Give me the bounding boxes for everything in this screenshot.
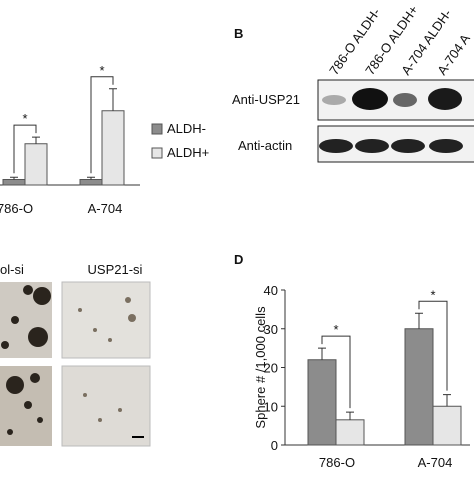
bar [307, 359, 337, 446]
band [319, 139, 353, 153]
bar [79, 179, 103, 186]
bar [2, 179, 26, 186]
error-bar [346, 411, 354, 420]
micrograph [61, 365, 151, 447]
x-tick-label: 786-O [319, 455, 355, 470]
column-label: ol-si [0, 262, 24, 277]
y-tick-label: 20 [264, 361, 278, 376]
legend-swatch [151, 147, 163, 159]
y-tick-label: 40 [264, 283, 278, 298]
spheres [1, 285, 51, 435]
row-label: Anti-actin [238, 138, 292, 153]
annotation: * [430, 287, 435, 302]
annotation: * [333, 322, 338, 337]
column-label: A-704 A [434, 31, 473, 78]
error-bar [10, 176, 18, 180]
bracket [13, 124, 37, 174]
legend-label: ALDH- [167, 121, 206, 136]
x-tick-label: A-704 [418, 455, 453, 470]
micrograph [61, 281, 151, 359]
annotation: * [22, 111, 27, 126]
bracket [418, 300, 448, 391]
x-tick-label: 786-O [0, 201, 33, 216]
bracket [321, 335, 351, 409]
panel-label: D [234, 252, 243, 267]
band [391, 139, 425, 153]
bar [101, 110, 125, 186]
band [429, 139, 463, 153]
legend-swatch [151, 123, 163, 135]
y-axis-label: Sphere # /1,000 cells [253, 306, 268, 429]
legend-label: ALDH+ [167, 145, 209, 160]
error-bar [318, 347, 326, 360]
y-tick-label: 10 [264, 399, 278, 414]
band [355, 139, 389, 153]
band [322, 95, 346, 105]
error-bar [87, 176, 95, 180]
error-bar [32, 136, 40, 144]
band [428, 88, 462, 110]
bar [432, 405, 462, 446]
band [352, 88, 388, 110]
error-bar [415, 312, 423, 329]
y-tick-label: 30 [264, 322, 278, 337]
band [393, 93, 417, 107]
panel-label: B [234, 26, 243, 41]
row-label: Anti-USP21 [232, 92, 300, 107]
y-tick-label: 0 [271, 438, 278, 453]
annotation: * [99, 63, 104, 78]
spheres [78, 297, 136, 422]
bar [335, 419, 365, 446]
error-bar [109, 88, 117, 111]
bar [404, 328, 434, 446]
bar [24, 143, 48, 186]
bracket [90, 76, 114, 174]
error-bar [443, 394, 451, 407]
x-tick-label: A-704 [88, 201, 123, 216]
column-label: USP21-si [88, 262, 143, 277]
